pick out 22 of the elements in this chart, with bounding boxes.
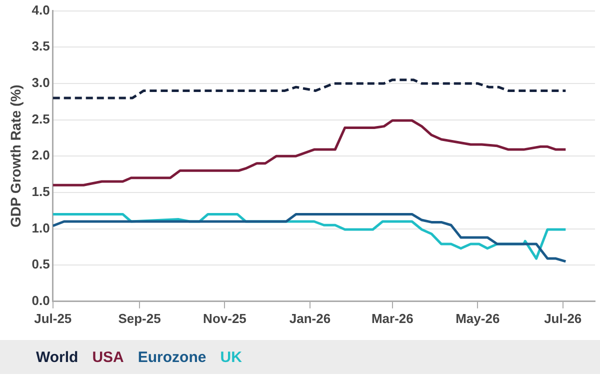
x-tick-label: May-26	[456, 310, 500, 326]
y-tick-label: 1.5	[32, 184, 50, 200]
x-tick-label: Mar-26	[371, 310, 414, 326]
y-tick-label: 1.0	[32, 220, 50, 236]
y-tick-label: 2.5	[32, 111, 50, 126]
y-tick-label: 3.5	[32, 38, 50, 54]
text: Eurozone	[138, 348, 206, 366]
y-tick-label: 3.0	[32, 75, 50, 90]
y-tick-label: 2.0	[32, 148, 50, 163]
text: World	[36, 348, 78, 366]
text: UK	[220, 348, 242, 366]
x-tick-label: Jul-25	[34, 310, 72, 326]
y-tick-label: 0.5	[32, 256, 50, 272]
y-axis-title: GDP Growth Rate (%)	[7, 84, 24, 228]
y-tick-label: 4.0	[32, 2, 50, 18]
x-tick-label: Sep-25	[118, 310, 161, 326]
x-tick-label: Nov-25	[203, 310, 246, 326]
x-tick-label: Jan-26	[289, 310, 331, 326]
line-series	[52, 78, 567, 100]
text: USA	[92, 348, 124, 366]
x-tick-label: Jul-26	[544, 310, 582, 326]
y-tick-label: 0.0	[32, 292, 50, 308]
